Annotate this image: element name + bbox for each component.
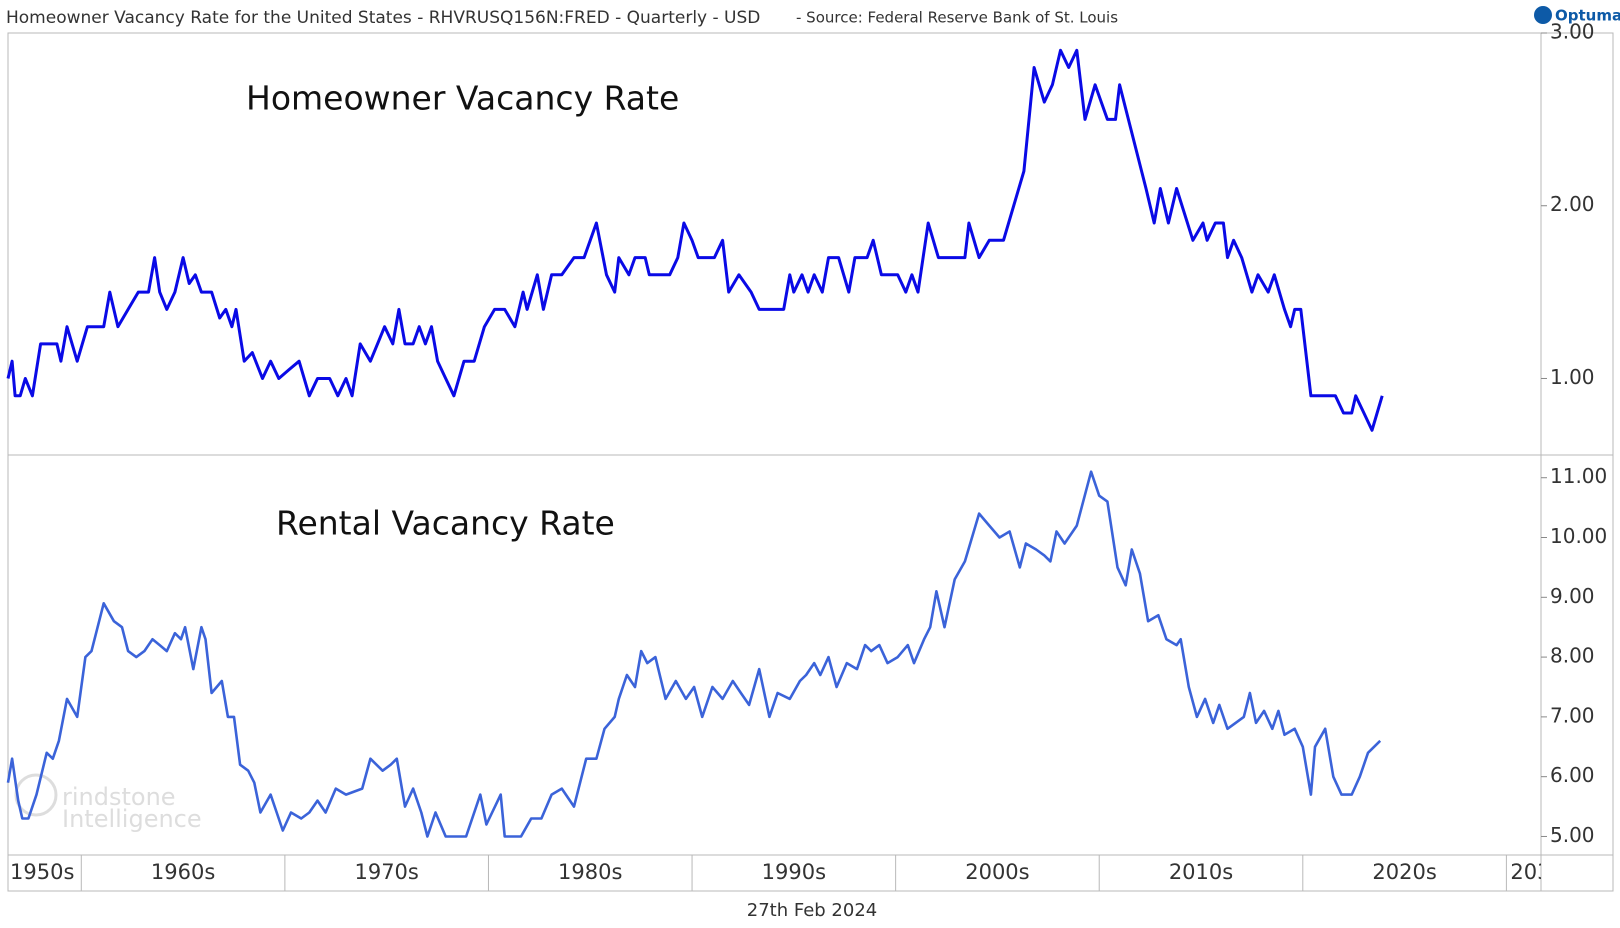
y-tick-label: 3.00 [1550, 20, 1595, 44]
y-tick-label: 7.00 [1550, 703, 1595, 727]
x-tick-label: 1960s [151, 860, 215, 884]
x-tick-label: 2030s [1510, 860, 1574, 884]
y-tick-label: 2.00 [1550, 192, 1595, 216]
panel-label: Rental Vacancy Rate [276, 504, 615, 543]
logo: Optuma [1555, 7, 1620, 25]
data-line [6, 48, 1384, 432]
x-tick-label: 2020s [1372, 860, 1436, 884]
x-axis-labels: 1950s 1960s 1970s 1980s 1990s 2000s 2010s 2020s… [10, 860, 1574, 884]
y-tick-label: 5.00 [1550, 823, 1595, 847]
y-tick-label: 8.00 [1550, 644, 1595, 668]
watermark-icon [14, 773, 58, 817]
x-tick-label: 2000s [965, 860, 1029, 884]
date-label: 27th Feb 2024 [747, 900, 878, 921]
y-tick-label: 1.00 [1550, 365, 1595, 389]
y-tick-label: 9.00 [1550, 584, 1595, 608]
x-tick-label: 1990s [762, 860, 826, 884]
frame [7, 32, 1614, 892]
x-tick-label: 1980s [558, 860, 622, 884]
watermark-text: rindstone [62, 783, 176, 811]
source-note: - Source: Federal Reserve Bank of St. Lo… [796, 9, 1118, 27]
y-tick-label: 6.00 [1550, 763, 1595, 787]
y-tick-label: 10.00 [1550, 524, 1607, 548]
logo-icon [1534, 6, 1552, 24]
watermark-text: Intelligence [62, 805, 202, 833]
chart-title: Homeowner Vacancy Rate for the United St… [6, 8, 760, 28]
panel-label: Homeowner Vacancy Rate [246, 79, 679, 118]
x-tick-label: 1970s [354, 860, 418, 884]
x-tick-label: 2010s [1169, 860, 1233, 884]
data-line [6, 470, 1382, 838]
x-tick-label: 1950s [10, 860, 74, 884]
watermark: rindstone Intelligence [14, 773, 202, 833]
y-tick-label: 11.00 [1550, 464, 1607, 488]
